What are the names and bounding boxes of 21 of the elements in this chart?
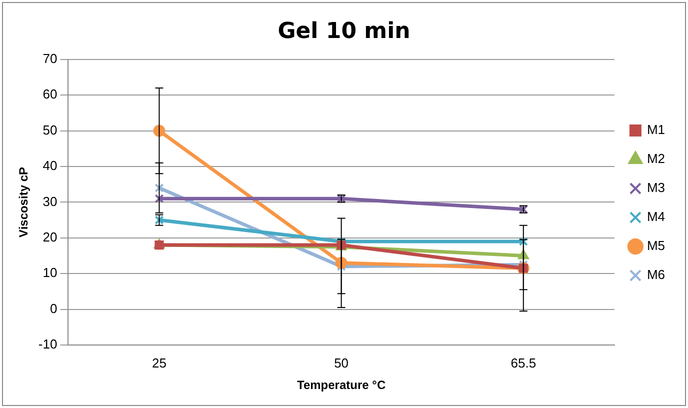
legend-label: M2 [646,151,666,166]
x-tick-label: 25 [152,355,166,370]
y-tick-label: 60 [42,86,58,102]
y-tick-label: 0 [50,300,58,316]
x-tick-label: 65.5 [510,355,536,370]
y-tick-label: 30 [42,194,58,209]
y-tick-label: 50 [42,122,58,138]
y-tick-label: 20 [42,229,58,244]
legend-label: M3 [646,180,666,196]
legend-label: M5 [646,238,666,254]
y-tick-label: 10 [42,265,58,280]
legend-label: M4 [646,209,666,224]
y-tick-label: 40 [42,158,58,174]
x-tick-label: 50 [334,355,349,370]
y-axis-title: Viscosity cP [16,166,31,238]
chart-title: Gel 10 min [278,18,410,44]
y-tick-label: 70 [42,50,58,66]
x-axis-title: Temperature °C [297,378,386,392]
legend-label: M1 [646,122,666,138]
legend-label: M6 [646,267,666,282]
y-tick-label: -10 [38,336,58,352]
